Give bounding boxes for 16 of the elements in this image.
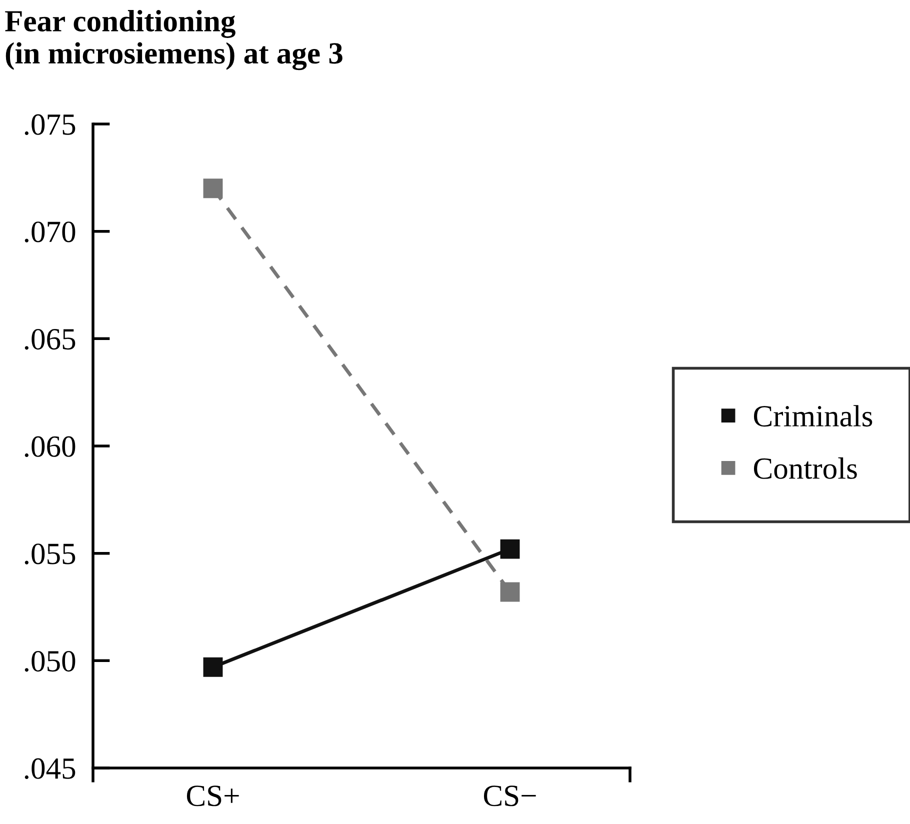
y-tick-label: .065 <box>24 328 76 350</box>
y-tick-label: .060 <box>24 436 76 458</box>
point <box>500 582 520 602</box>
point <box>203 178 223 198</box>
y-tick-label: .050 <box>24 650 76 672</box>
point <box>203 657 223 677</box>
y-axis-title: Fear conditioning (in microsiemens) at age 3 <box>5 10 342 70</box>
legend-label: Controls <box>754 457 857 479</box>
x-tick-label: CS+ <box>186 786 239 806</box>
point <box>500 539 520 559</box>
y-tick-label: .055 <box>24 544 76 564</box>
y-tick-label: .075 <box>24 114 76 136</box>
legend-label: Criminals <box>754 405 872 427</box>
x-tick-label: CS− <box>484 786 536 806</box>
y-tick-label: .070 <box>24 222 76 242</box>
y-tick-label: .045 <box>24 758 76 780</box>
